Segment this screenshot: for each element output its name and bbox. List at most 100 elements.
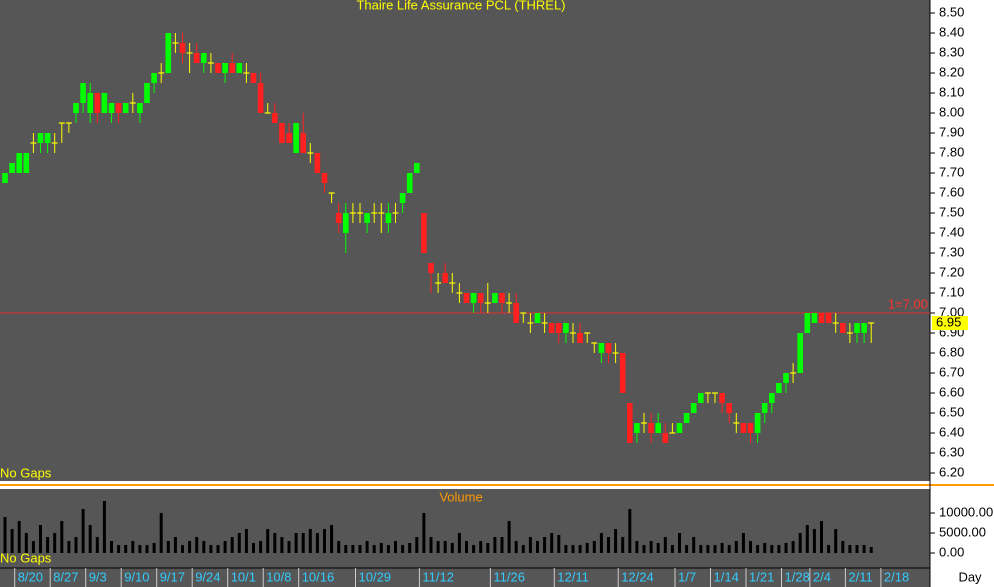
- candle-body: [811, 313, 818, 323]
- candle-body: [236, 63, 243, 73]
- volume-bar: [46, 537, 50, 553]
- y-tick-label: 7.10: [939, 284, 964, 299]
- candle-body: [222, 63, 228, 73]
- candle-body: [662, 433, 669, 443]
- candle-body: [94, 93, 101, 113]
- volume-bar: [543, 537, 547, 553]
- candle-body: [335, 213, 342, 223]
- candle-body: [463, 293, 470, 303]
- x-tick-label: 2/11: [848, 569, 872, 584]
- candle-body: [492, 293, 498, 303]
- candle-body: [442, 273, 448, 283]
- volume-bar: [237, 533, 241, 553]
- volume-bar: [557, 535, 561, 553]
- volume-bar: [805, 525, 809, 553]
- volume-bar: [138, 545, 142, 553]
- candle-body: [250, 73, 257, 83]
- volume-bar: [678, 533, 681, 553]
- candle-body: [279, 123, 285, 143]
- last-price-label: 6.95: [936, 314, 961, 329]
- candle-body: [80, 83, 86, 103]
- price-panel: [0, 0, 930, 481]
- y-tick-label: 8.00: [939, 104, 964, 119]
- y-tick-label: 7.60: [939, 184, 964, 199]
- volume-bar: [145, 545, 149, 553]
- candle-body: [364, 213, 370, 223]
- x-tick-label: 2/4: [813, 569, 831, 584]
- candle-body: [854, 323, 860, 333]
- volume-bar: [514, 541, 518, 553]
- volume-bar: [465, 541, 468, 553]
- x-tick-label: 10/1: [231, 569, 256, 584]
- volume-bar: [24, 533, 28, 553]
- candle-body: [655, 423, 661, 433]
- volume-bar: [53, 533, 57, 553]
- volume-bar: [756, 545, 760, 553]
- candle-body: [293, 123, 299, 153]
- date-strip: [0, 568, 930, 587]
- y-tick-label: 7.00: [939, 304, 964, 319]
- volume-bar: [386, 545, 390, 553]
- y-tick-label: 10000.00: [939, 504, 993, 519]
- volume-bar: [820, 521, 823, 553]
- x-tick-label: 8/27: [53, 569, 78, 584]
- y-tick-label: 5000.00: [939, 524, 986, 539]
- volume-bar: [152, 543, 156, 553]
- volume-bar: [372, 545, 376, 553]
- volume-bar: [734, 541, 738, 553]
- volume-bar: [500, 537, 504, 553]
- y-tick-label: 6.60: [939, 384, 964, 399]
- candle-body: [421, 213, 427, 253]
- y-tick-label: 7.70: [939, 164, 964, 179]
- candle-body: [726, 403, 732, 413]
- volume-bar: [578, 545, 582, 553]
- volume-bar: [429, 537, 433, 553]
- volume-bar: [649, 541, 653, 553]
- volume-bar: [202, 541, 206, 553]
- volume-bar: [252, 543, 255, 553]
- status-label: No Gaps: [0, 550, 52, 565]
- y-tick-label: 8.30: [939, 44, 964, 59]
- volume-bar: [60, 521, 64, 553]
- candle-body: [634, 423, 640, 433]
- volume-bar: [223, 541, 227, 553]
- x-tick-label: 9/17: [160, 569, 185, 584]
- volume-bar: [415, 537, 419, 553]
- volume-bar: [585, 543, 589, 553]
- y-tick-label: 8.50: [939, 4, 964, 19]
- candle-body: [769, 393, 775, 403]
- candle-body: [193, 53, 200, 63]
- chart-title: Thaire Life Assurance PCL (THREL): [356, 0, 565, 12]
- volume-bar: [450, 543, 454, 553]
- volume-bar: [521, 545, 525, 553]
- volume-bar: [663, 537, 667, 553]
- last-price-tag: [932, 316, 968, 330]
- volume-bar: [741, 533, 745, 553]
- volume-bar: [330, 525, 334, 553]
- volume-bar: [301, 533, 305, 553]
- volume-bar: [550, 533, 554, 553]
- candle-body: [9, 163, 15, 173]
- y-tick-label: 8.40: [939, 24, 964, 39]
- candle-body: [16, 153, 22, 173]
- volume-bar: [365, 541, 369, 553]
- y-tick-label: 7.20: [939, 264, 964, 279]
- candle-body: [399, 193, 406, 203]
- volume-bar: [216, 545, 220, 553]
- volume-bar: [102, 501, 106, 553]
- volume-bar: [812, 529, 816, 553]
- volume-bar: [294, 533, 298, 553]
- x-tick-label: 2/18: [884, 569, 909, 584]
- volume-bar: [394, 541, 397, 553]
- y-tick-label: 8.20: [939, 64, 964, 79]
- volume-bar: [379, 543, 383, 553]
- volume-bar: [337, 541, 341, 553]
- candle-body: [619, 353, 626, 393]
- volume-bar: [706, 545, 710, 553]
- candle-body: [605, 343, 612, 353]
- candle-body: [818, 313, 825, 323]
- candle-body: [676, 423, 683, 433]
- volume-bar: [3, 517, 7, 553]
- volume-bar: [436, 541, 440, 553]
